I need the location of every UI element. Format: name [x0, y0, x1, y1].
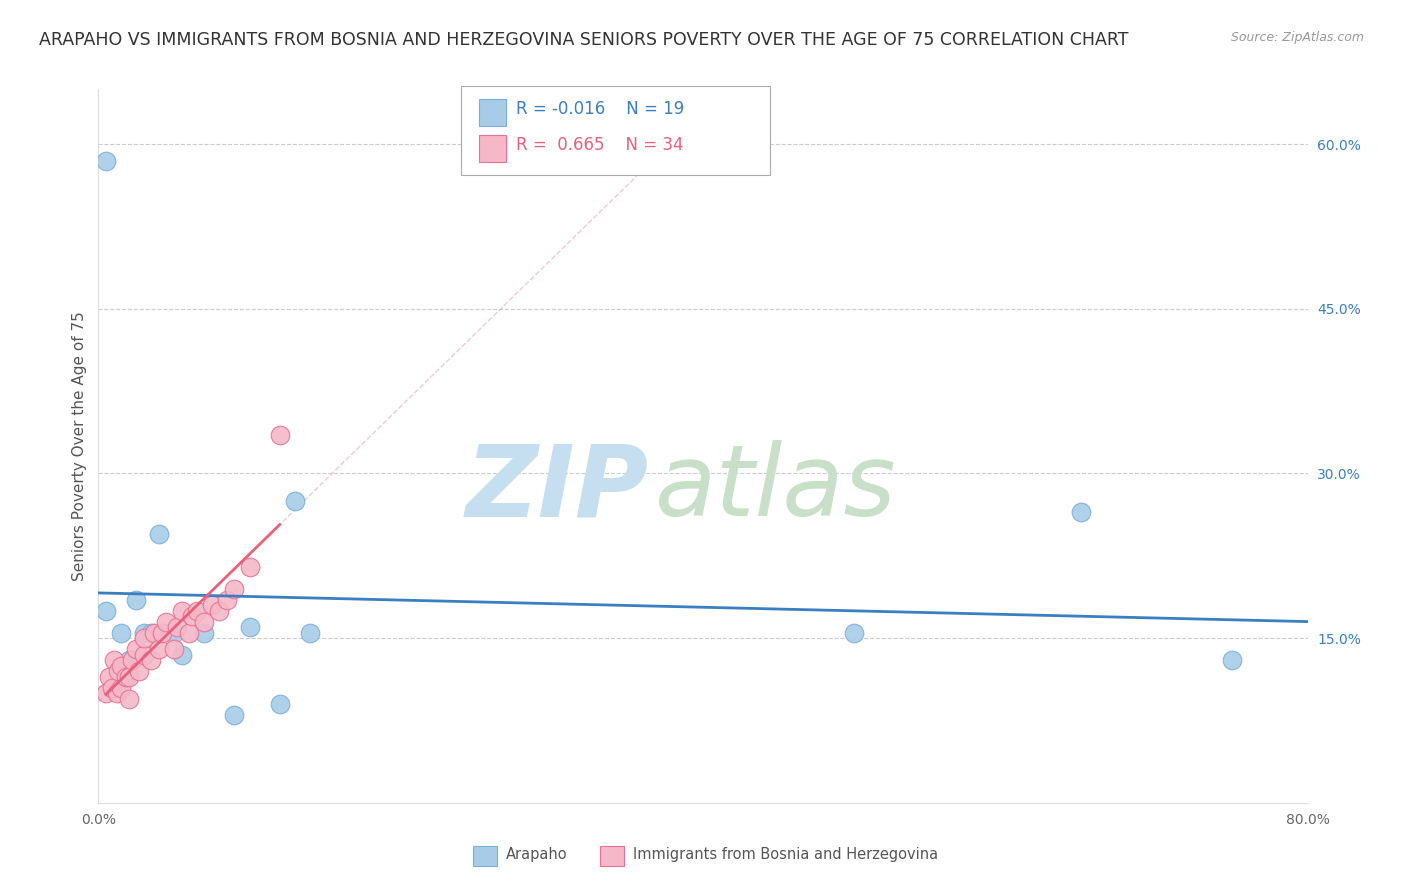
Text: atlas: atlas	[655, 441, 896, 537]
FancyBboxPatch shape	[461, 86, 769, 175]
Point	[193, 615, 215, 629]
Point	[107, 664, 129, 678]
Point	[224, 582, 246, 596]
Point	[103, 653, 125, 667]
Point	[179, 625, 201, 640]
Text: R =  0.665    N = 34: R = 0.665 N = 34	[516, 136, 683, 154]
Point	[94, 686, 117, 700]
FancyBboxPatch shape	[474, 847, 498, 866]
Point	[155, 615, 177, 629]
Point	[208, 604, 231, 618]
Point	[239, 620, 262, 634]
Text: Source: ZipAtlas.com: Source: ZipAtlas.com	[1230, 31, 1364, 45]
Point	[141, 625, 163, 640]
Point	[125, 592, 148, 607]
Point	[148, 526, 170, 541]
Point	[201, 598, 224, 612]
Point	[128, 664, 150, 678]
Point	[132, 631, 155, 645]
Point	[224, 708, 246, 723]
Point	[132, 648, 155, 662]
Text: Immigrants from Bosnia and Herzegovina: Immigrants from Bosnia and Herzegovina	[633, 847, 938, 862]
Point	[284, 494, 307, 508]
FancyBboxPatch shape	[479, 135, 506, 161]
Text: Arapaho: Arapaho	[506, 847, 568, 862]
Point	[98, 669, 121, 683]
Point	[132, 625, 155, 640]
Point	[101, 681, 124, 695]
Point	[1220, 653, 1243, 667]
Point	[239, 559, 262, 574]
Point	[114, 669, 136, 683]
Text: ARAPAHO VS IMMIGRANTS FROM BOSNIA AND HERZEGOVINA SENIORS POVERTY OVER THE AGE O: ARAPAHO VS IMMIGRANTS FROM BOSNIA AND HE…	[39, 31, 1129, 49]
FancyBboxPatch shape	[479, 99, 506, 126]
Point	[110, 625, 132, 640]
Point	[148, 642, 170, 657]
Point	[118, 691, 141, 706]
Point	[269, 428, 291, 442]
Point	[163, 625, 186, 640]
Point	[170, 648, 193, 662]
Point	[181, 609, 204, 624]
Point	[163, 642, 186, 657]
Point	[105, 686, 128, 700]
Point	[1070, 505, 1092, 519]
Text: R = -0.016    N = 19: R = -0.016 N = 19	[516, 100, 683, 119]
Y-axis label: Seniors Poverty Over the Age of 75: Seniors Poverty Over the Age of 75	[72, 311, 87, 581]
Text: ZIP: ZIP	[465, 441, 648, 537]
Point	[118, 653, 141, 667]
FancyBboxPatch shape	[600, 847, 624, 866]
Point	[844, 625, 866, 640]
Point	[150, 625, 173, 640]
Point	[125, 642, 148, 657]
Point	[215, 592, 238, 607]
Point	[141, 653, 163, 667]
Point	[186, 604, 208, 618]
Point	[299, 625, 322, 640]
Point	[193, 625, 215, 640]
Point	[170, 604, 193, 618]
Point	[166, 620, 188, 634]
Point	[110, 681, 132, 695]
Point	[94, 604, 117, 618]
Point	[110, 658, 132, 673]
Point	[118, 669, 141, 683]
Point	[94, 153, 117, 168]
Point	[121, 653, 143, 667]
Point	[269, 697, 291, 711]
Point	[143, 625, 166, 640]
